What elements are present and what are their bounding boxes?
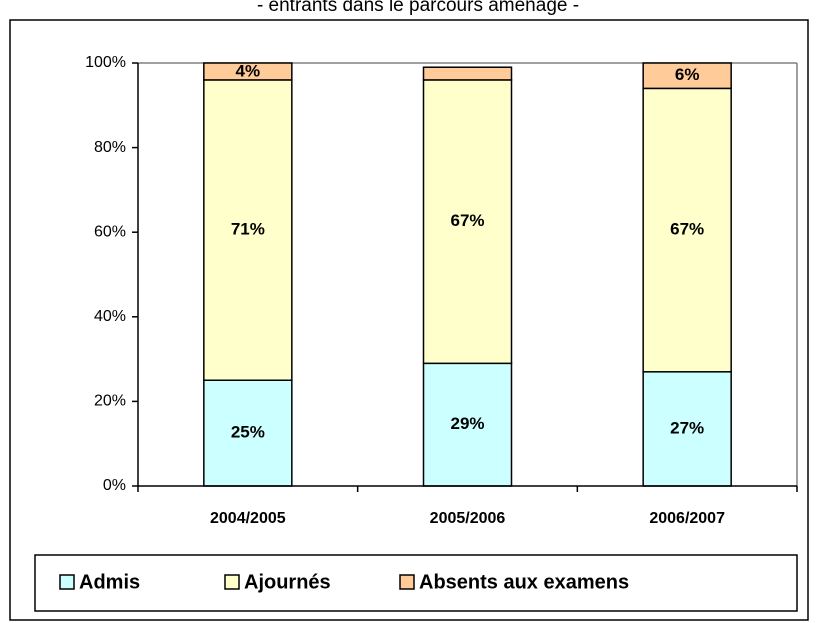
- legend-label: Ajournés: [244, 571, 331, 593]
- legend-swatch: [59, 574, 75, 590]
- legend-box: [34, 554, 798, 612]
- bar-segment: [422, 362, 513, 487]
- x-tick-label: 2005/2006: [430, 510, 506, 527]
- data-label: 71%: [231, 220, 265, 239]
- y-tick-label: 80%: [94, 139, 126, 156]
- chart-title: - entrants dans le parcours aménagé -: [257, 0, 579, 16]
- legend-swatch: [399, 574, 415, 590]
- legend-label: Absents aux examens: [419, 571, 629, 593]
- y-tick-label: 20%: [94, 393, 126, 410]
- data-label: 27%: [670, 418, 704, 437]
- y-tick-label: 100%: [85, 54, 126, 71]
- x-tick-label: 2004/2005: [210, 510, 286, 527]
- y-tick-label: 60%: [94, 223, 126, 240]
- legend-swatch: [224, 574, 240, 590]
- bar-segment: [642, 62, 732, 90]
- bar-segment: [203, 379, 293, 487]
- bar-segment: [203, 79, 293, 381]
- legend-label: Admis: [79, 571, 140, 593]
- bar-segment: [422, 79, 513, 365]
- y-tick-label: 0%: [103, 477, 126, 494]
- bar-segment: [203, 62, 293, 81]
- data-label: 4%: [236, 61, 261, 80]
- data-label: 29%: [450, 414, 484, 433]
- data-label: 25%: [231, 423, 265, 442]
- data-label: 67%: [670, 220, 704, 239]
- y-tick-label: 40%: [94, 308, 126, 325]
- data-label: 6%: [675, 65, 700, 84]
- bar-segment: [422, 66, 513, 81]
- bar-segment: [642, 87, 732, 373]
- data-label: 67%: [450, 211, 484, 230]
- x-tick-label: 2006/2007: [649, 510, 725, 527]
